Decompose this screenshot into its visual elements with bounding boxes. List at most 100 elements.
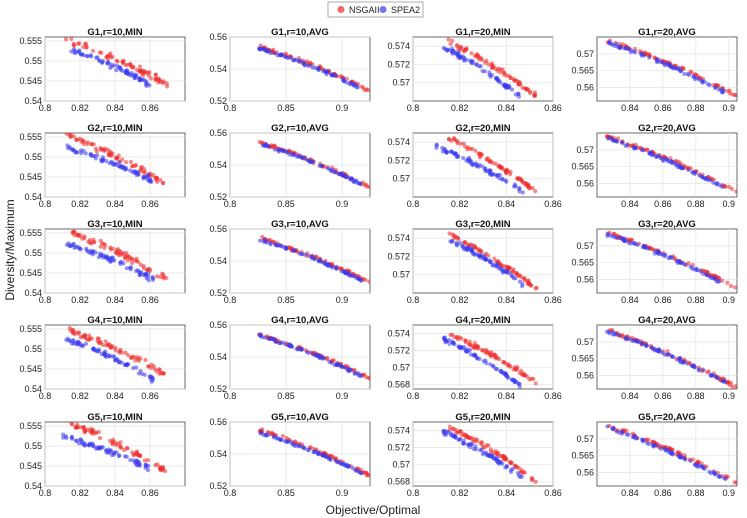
point-spea2	[306, 448, 311, 453]
point-nsgaii	[730, 92, 735, 97]
legend-marker-nsgaii	[337, 6, 345, 13]
point-spea2	[142, 372, 147, 377]
point-spea2	[520, 284, 525, 289]
point-spea2	[669, 64, 674, 69]
point-nsgaii	[367, 184, 370, 189]
point-spea2	[146, 463, 151, 469]
point-spea2	[322, 261, 327, 266]
point-spea2	[86, 443, 91, 448]
point-spea2	[128, 457, 133, 463]
point-nsgaii	[87, 337, 92, 342]
point-spea2	[666, 450, 672, 455]
point-nsgaii	[492, 352, 497, 357]
panel-2: 0.8 0.85 0.9 0.52 0.54 0.56 G1,r=10,AVG	[209, 27, 371, 113]
y-tick-label: 0.545	[19, 268, 42, 278]
point-spea2	[662, 61, 667, 67]
panel-title: G4,r=10,MIN	[87, 315, 142, 326]
point-nsgaii	[450, 232, 455, 237]
point-spea2	[701, 271, 706, 276]
point-spea2	[661, 158, 666, 163]
panel-18: 0.8 0.85 0.9 0.52 0.54 0.56 G5,r=10,AVG	[209, 412, 371, 498]
panel-16: 0.84 0.86 0.88 0.9 0.56 0.565 0.57 G4,r=20,AVG	[571, 315, 738, 401]
y-tick-label: 0.57	[392, 174, 410, 184]
point-nsgaii	[118, 249, 123, 254]
point-nsgaii	[461, 141, 466, 146]
point-spea2	[700, 175, 705, 180]
point-nsgaii	[109, 343, 115, 349]
point-spea2	[477, 255, 483, 260]
point-spea2	[632, 434, 637, 439]
point-nsgaii	[272, 144, 277, 149]
x-tick-label: 0.88	[687, 488, 705, 498]
y-tick-label: 0.57	[392, 363, 410, 373]
point-spea2	[720, 88, 725, 93]
point-nsgaii	[476, 151, 481, 156]
point-nsgaii	[161, 79, 166, 84]
point-nsgaii	[115, 59, 120, 64]
point-nsgaii	[134, 258, 139, 264]
point-spea2	[482, 256, 487, 261]
point-spea2	[350, 273, 355, 278]
point-spea2	[84, 246, 89, 251]
point-spea2	[127, 265, 133, 270]
scatter-points	[257, 139, 370, 189]
panel-title: G3,r=20,MIN	[455, 219, 510, 230]
point-spea2	[104, 448, 109, 453]
point-spea2	[272, 147, 277, 152]
point-nsgaii	[85, 142, 90, 147]
point-nsgaii	[120, 157, 125, 162]
point-nsgaii	[64, 133, 69, 136]
point-spea2	[349, 368, 354, 373]
point-spea2	[130, 72, 135, 78]
y-tick-label: 0.574	[387, 233, 410, 243]
point-nsgaii	[84, 44, 89, 50]
point-nsgaii	[474, 344, 480, 349]
point-spea2	[614, 429, 620, 434]
point-nsgaii	[89, 241, 94, 246]
x-tick-label: 0.9	[723, 488, 736, 498]
point-spea2	[639, 147, 644, 153]
point-spea2	[65, 336, 70, 341]
point-spea2	[74, 340, 79, 345]
y-tick-label: 0.545	[19, 172, 42, 182]
point-nsgaii	[365, 472, 370, 477]
scatter-points	[441, 424, 538, 484]
point-nsgaii	[629, 237, 635, 242]
point-spea2	[88, 53, 93, 58]
y-tick-label: 0.56	[576, 179, 594, 189]
point-spea2	[266, 48, 272, 53]
point-spea2	[457, 240, 463, 246]
panel-15: 0.8 0.82 0.84 0.86 0.568 0.57 0.572 0.574 G4,r=2…	[387, 315, 561, 401]
point-nsgaii	[502, 70, 507, 76]
point-nsgaii	[463, 47, 469, 52]
point-nsgaii	[103, 339, 108, 344]
x-tick-label: 0.82	[451, 295, 469, 305]
point-nsgaii	[508, 172, 513, 177]
point-spea2	[711, 180, 716, 185]
point-spea2	[112, 450, 117, 456]
point-nsgaii	[98, 244, 103, 249]
point-spea2	[283, 55, 289, 60]
point-spea2	[440, 149, 446, 154]
point-spea2	[474, 161, 479, 166]
point-spea2	[620, 429, 625, 434]
point-spea2	[297, 251, 302, 256]
point-spea2	[513, 92, 518, 97]
point-spea2	[269, 336, 274, 342]
y-tick-label: 0.56	[209, 320, 227, 330]
point-spea2	[278, 437, 284, 442]
panel-5: 0.8 0.82 0.84 0.86 0.54 0.545 0.55 0.555 G2,r=10…	[19, 123, 186, 209]
panel-6: 0.8 0.85 0.9 0.52 0.54 0.56 G2,r=10,AVG	[209, 123, 371, 209]
x-tick-label: 0.85	[277, 391, 295, 401]
x-tick-label: 0.84	[621, 199, 639, 209]
point-nsgaii	[95, 338, 100, 343]
point-spea2	[132, 460, 138, 465]
y-tick-label: 0.57	[576, 145, 594, 155]
point-spea2	[688, 264, 693, 269]
point-nsgaii	[447, 231, 452, 236]
point-nsgaii	[519, 178, 524, 183]
y-tick-label: 0.555	[19, 421, 42, 431]
point-spea2	[260, 143, 265, 148]
point-spea2	[356, 371, 361, 376]
point-nsgaii	[86, 239, 91, 244]
